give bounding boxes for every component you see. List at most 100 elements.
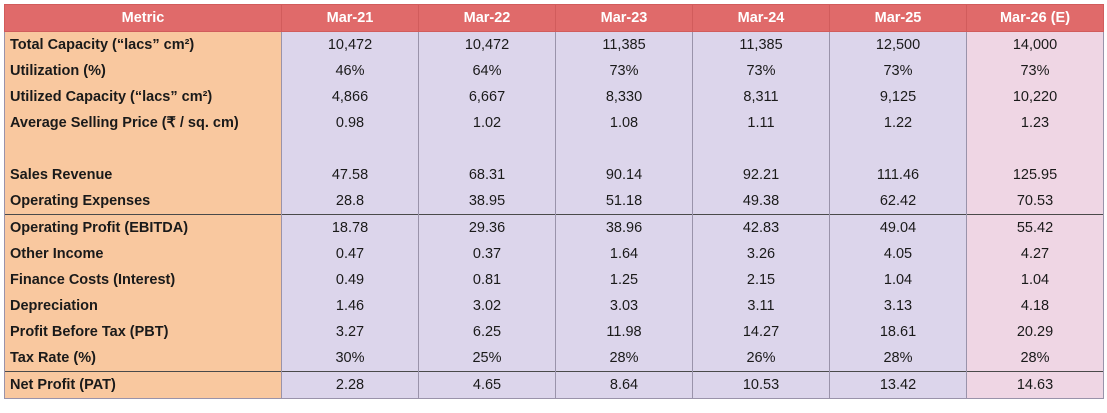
header-mar-21: Mar-21 xyxy=(281,4,419,32)
metric-label: Average Selling Price (₹ / sq. cm) xyxy=(4,110,282,136)
table-cell: 3.26 xyxy=(692,241,830,267)
table-cell: 1.02 xyxy=(418,110,556,136)
table-cell xyxy=(966,136,1104,162)
table-cell: 11.98 xyxy=(555,319,693,345)
metric-label: Depreciation xyxy=(4,293,282,319)
table-cell: 125.95 xyxy=(966,162,1104,188)
table-cell: 64% xyxy=(418,58,556,84)
table-cell: 2.28 xyxy=(281,371,419,399)
metric-label: Utilization (%) xyxy=(4,58,282,84)
table-cell: 10,220 xyxy=(966,84,1104,110)
table-cell: 4.18 xyxy=(966,293,1104,319)
table-cell: 73% xyxy=(966,58,1104,84)
table-cell: 1.22 xyxy=(829,110,967,136)
table-cell: 1.08 xyxy=(555,110,693,136)
table-cell: 18.78 xyxy=(281,214,419,241)
metric-label: Other Income xyxy=(4,241,282,267)
table-row: Finance Costs (Interest) 0.49 0.81 1.25 … xyxy=(4,267,1104,293)
table-cell xyxy=(418,136,556,162)
table-cell: 12,500 xyxy=(829,31,967,58)
metric-label: Total Capacity (“lacs” cm²) xyxy=(4,31,282,58)
metric-label: Utilized Capacity (“lacs” cm²) xyxy=(4,84,282,110)
table-cell: 73% xyxy=(692,58,830,84)
table-cell: 49.38 xyxy=(692,188,830,215)
table-cell xyxy=(281,136,419,162)
table-cell: 1.25 xyxy=(555,267,693,293)
table-cell: 51.18 xyxy=(555,188,693,215)
table-cell: 14.27 xyxy=(692,319,830,345)
table-cell: 10,472 xyxy=(281,31,419,58)
header-row: Metric Mar-21 Mar-22 Mar-23 Mar-24 Mar-2… xyxy=(4,4,1104,32)
table-row: Utilization (%) 46% 64% 73% 73% 73% 73% xyxy=(4,58,1104,84)
table-cell: 4.65 xyxy=(418,371,556,399)
table-cell: 28% xyxy=(555,345,693,372)
table-cell: 42.83 xyxy=(692,214,830,241)
table-cell: 3.11 xyxy=(692,293,830,319)
table-cell: 3.03 xyxy=(555,293,693,319)
table-cell: 111.46 xyxy=(829,162,967,188)
table-cell: 49.04 xyxy=(829,214,967,241)
table-cell: 3.13 xyxy=(829,293,967,319)
table-cell: 10.53 xyxy=(692,371,830,399)
table-cell: 1.23 xyxy=(966,110,1104,136)
table-cell: 73% xyxy=(555,58,693,84)
table-cell: 9,125 xyxy=(829,84,967,110)
table-cell: 4.27 xyxy=(966,241,1104,267)
table-cell: 18.61 xyxy=(829,319,967,345)
table-row: Net Profit (PAT) 2.28 4.65 8.64 10.53 13… xyxy=(4,371,1104,399)
table-cell: 28.8 xyxy=(281,188,419,215)
table-cell: 70.53 xyxy=(966,188,1104,215)
table-cell xyxy=(829,136,967,162)
table-cell: 0.37 xyxy=(418,241,556,267)
table-cell: 20.29 xyxy=(966,319,1104,345)
table-row-blank xyxy=(4,136,1104,162)
table-cell: 1.04 xyxy=(829,267,967,293)
header-mar-24: Mar-24 xyxy=(692,4,830,32)
table-cell: 0.49 xyxy=(281,267,419,293)
table-cell: 8,330 xyxy=(555,84,693,110)
table-row: Total Capacity (“lacs” cm²) 10,472 10,47… xyxy=(4,31,1104,58)
table-cell: 6,667 xyxy=(418,84,556,110)
table-cell: 73% xyxy=(829,58,967,84)
table-cell: 38.95 xyxy=(418,188,556,215)
table-row: Profit Before Tax (PBT) 3.27 6.25 11.98 … xyxy=(4,319,1104,345)
metric-label xyxy=(4,136,282,162)
table-row: Operating Expenses 28.8 38.95 51.18 49.3… xyxy=(4,188,1104,215)
table-cell: 47.58 xyxy=(281,162,419,188)
table-cell: 3.27 xyxy=(281,319,419,345)
table-cell: 28% xyxy=(966,345,1104,372)
metric-label: Operating Profit (EBITDA) xyxy=(4,214,282,241)
table-cell xyxy=(555,136,693,162)
table-cell: 30% xyxy=(281,345,419,372)
table-cell: 28% xyxy=(829,345,967,372)
table-cell: 8.64 xyxy=(555,371,693,399)
table-cell: 0.81 xyxy=(418,267,556,293)
header-mar-23: Mar-23 xyxy=(555,4,693,32)
table-cell: 11,385 xyxy=(555,31,693,58)
table-cell: 2.15 xyxy=(692,267,830,293)
table-cell: 90.14 xyxy=(555,162,693,188)
table-cell: 14,000 xyxy=(966,31,1104,58)
table-row: Average Selling Price (₹ / sq. cm) 0.98 … xyxy=(4,110,1104,136)
metric-label: Sales Revenue xyxy=(4,162,282,188)
metric-label: Operating Expenses xyxy=(4,188,282,215)
financial-metrics-table: Metric Mar-21 Mar-22 Mar-23 Mar-24 Mar-2… xyxy=(4,4,1104,399)
table-cell: 68.31 xyxy=(418,162,556,188)
header-mar-25: Mar-25 xyxy=(829,4,967,32)
header-mar-22: Mar-22 xyxy=(418,4,556,32)
table-cell: 14.63 xyxy=(966,371,1104,399)
table-row: Operating Profit (EBITDA) 18.78 29.36 38… xyxy=(4,214,1104,241)
table-cell: 1.04 xyxy=(966,267,1104,293)
table-cell: 10,472 xyxy=(418,31,556,58)
table-cell: 6.25 xyxy=(418,319,556,345)
table-cell: 25% xyxy=(418,345,556,372)
table-row: Sales Revenue 47.58 68.31 90.14 92.21 11… xyxy=(4,162,1104,188)
table-cell: 0.47 xyxy=(281,241,419,267)
table-cell: 13.42 xyxy=(829,371,967,399)
table-row: Depreciation 1.46 3.02 3.03 3.11 3.13 4.… xyxy=(4,293,1104,319)
metric-label: Finance Costs (Interest) xyxy=(4,267,282,293)
table-cell: 55.42 xyxy=(966,214,1104,241)
table-cell: 11,385 xyxy=(692,31,830,58)
metric-label: Profit Before Tax (PBT) xyxy=(4,319,282,345)
table-cell: 1.11 xyxy=(692,110,830,136)
